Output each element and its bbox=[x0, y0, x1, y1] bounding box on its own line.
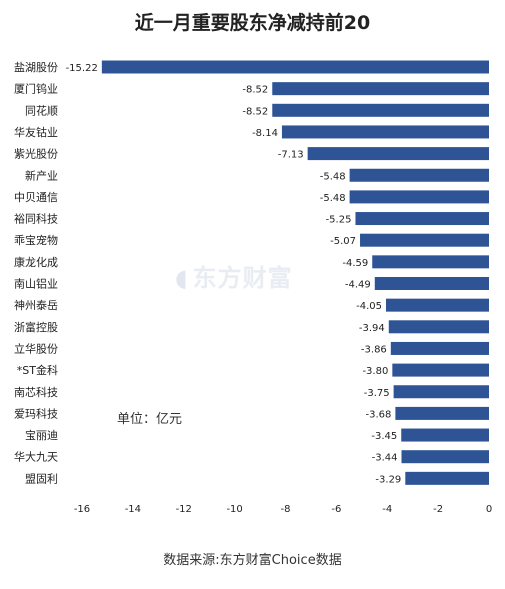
value-label: -4.49 bbox=[345, 280, 371, 291]
category-label: 同花顺 bbox=[25, 104, 58, 117]
value-label: -3.75 bbox=[364, 388, 390, 399]
category-label: 厦门钨业 bbox=[14, 82, 58, 96]
category-label: 立华股份 bbox=[14, 341, 58, 355]
value-label: -3.94 bbox=[359, 323, 385, 334]
x-tick-label: -8 bbox=[281, 504, 291, 515]
category-label: 南芯科技 bbox=[14, 385, 58, 399]
brand-logo-icon: ◖ bbox=[175, 264, 189, 292]
value-label: -7.13 bbox=[278, 150, 304, 161]
value-label: -5.48 bbox=[320, 193, 346, 204]
bar bbox=[393, 385, 489, 399]
x-axis-ticks: -16 -14 -12 -10 -8 -6 -4 -2 0 bbox=[74, 504, 492, 515]
bar bbox=[307, 147, 489, 161]
category-label: 浙富控股 bbox=[14, 320, 58, 334]
bar bbox=[401, 428, 489, 442]
watermark-text: 东方财富 bbox=[192, 264, 293, 292]
value-label: -5.25 bbox=[326, 215, 352, 226]
bar bbox=[374, 277, 489, 290]
category-label: 乖宝宠物 bbox=[14, 233, 58, 247]
value-label: -3.29 bbox=[375, 474, 401, 485]
bar bbox=[281, 125, 489, 139]
category-label: 南山铝业 bbox=[14, 277, 58, 291]
category-label: 盟固利 bbox=[25, 472, 58, 485]
bar bbox=[349, 190, 489, 204]
bar bbox=[349, 168, 489, 182]
unit-note: 单位：亿元 bbox=[117, 412, 183, 427]
bar bbox=[360, 233, 489, 247]
value-label: -3.45 bbox=[371, 431, 397, 442]
value-label: -8.14 bbox=[252, 128, 278, 139]
category-label: 康龙化成 bbox=[14, 255, 58, 269]
category-label: 华友钴业 bbox=[14, 125, 58, 139]
x-tick-label: -4 bbox=[382, 504, 392, 515]
bar bbox=[355, 212, 489, 226]
value-label: -8.52 bbox=[242, 106, 268, 117]
bar bbox=[390, 341, 489, 355]
category-label: 华大九天 bbox=[14, 450, 58, 464]
category-label: 中贝通信 bbox=[14, 191, 58, 204]
category-label: 裕同科技 bbox=[14, 212, 58, 226]
bars-layer bbox=[101, 60, 489, 485]
bar bbox=[405, 471, 489, 485]
value-label: -5.48 bbox=[320, 171, 346, 182]
watermark: ◖ 东方财富 bbox=[175, 258, 293, 293]
x-tick-label: -12 bbox=[176, 504, 192, 515]
chart-title: 近一月重要股东净减持前20 bbox=[134, 12, 371, 34]
bar bbox=[401, 450, 489, 464]
value-label: -4.05 bbox=[356, 301, 382, 312]
value-label: -3.44 bbox=[372, 453, 398, 464]
category-label: 宝丽迪 bbox=[25, 428, 58, 442]
bar bbox=[385, 298, 489, 312]
value-label: -3.80 bbox=[362, 366, 388, 377]
category-labels: 盐湖股份厦门钨业同花顺华友钴业紫光股份新产业中贝通信裕同科技乖宝宠物康龙化成南山… bbox=[14, 61, 58, 485]
value-labels: -15.22 -8.52 -8.52 -8.14-7.13 -5.48 -5.48 -5.2… bbox=[66, 63, 402, 485]
value-label: -3.86 bbox=[361, 344, 387, 355]
x-tick-label: -16 bbox=[74, 504, 90, 515]
category-label: *ST金科 bbox=[17, 363, 58, 377]
x-tick-label: -14 bbox=[125, 504, 141, 515]
bar bbox=[392, 363, 489, 377]
category-label: 盐湖股份 bbox=[14, 61, 58, 74]
category-label: 爱玛科技 bbox=[14, 406, 58, 420]
bar bbox=[372, 255, 489, 269]
bar bbox=[272, 103, 489, 117]
bar bbox=[101, 60, 489, 74]
source-note: 数据来源:东方财富Choice数据 bbox=[163, 553, 342, 568]
bar bbox=[388, 320, 489, 334]
value-label: -3.68 bbox=[366, 409, 392, 420]
x-tick-label: -10 bbox=[226, 504, 242, 515]
category-label: 神州泰岳 bbox=[14, 298, 58, 312]
value-label: -5.07 bbox=[330, 236, 356, 247]
bar bbox=[272, 82, 489, 96]
x-tick-label: 0 bbox=[486, 504, 492, 515]
value-label: -4.59 bbox=[342, 258, 368, 269]
category-label: 新产业 bbox=[25, 168, 58, 182]
category-label: 紫光股份 bbox=[14, 147, 58, 161]
bar bbox=[395, 406, 489, 420]
x-tick-label: -2 bbox=[433, 504, 443, 515]
value-label: -15.22 bbox=[66, 63, 98, 74]
x-tick-label: -6 bbox=[331, 504, 341, 515]
value-label: -8.52 bbox=[242, 85, 268, 96]
